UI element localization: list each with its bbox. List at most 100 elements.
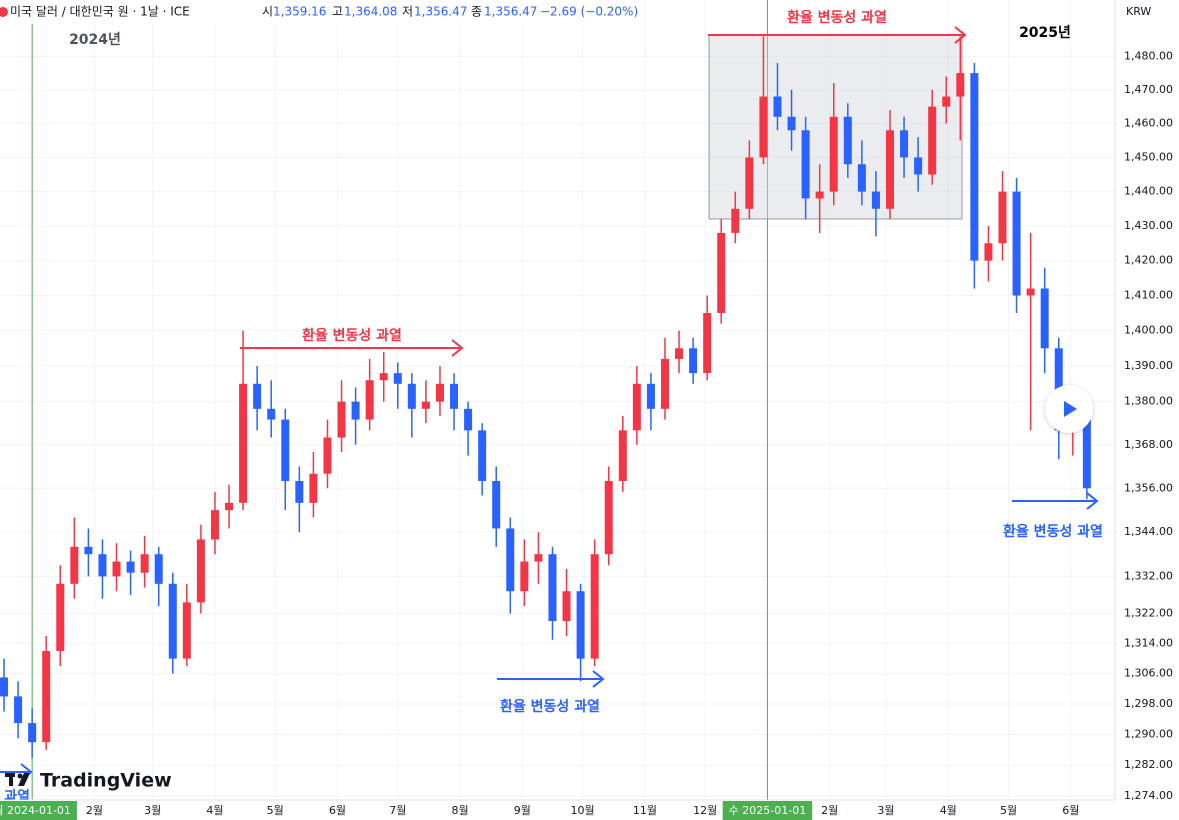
y-tick-label: 1,314.00 [1124, 637, 1173, 650]
candle-body [393, 373, 402, 384]
y-tick-label: 1,420.00 [1124, 254, 1173, 267]
candle-body [323, 437, 332, 474]
ohlc-label: 종 [471, 5, 482, 19]
candle-body [829, 116, 838, 192]
ohlc-value: 1,356.47 [484, 5, 537, 19]
candle-body [660, 358, 669, 409]
annotation: 환율 변동성 과열 [0, 788, 30, 805]
candle-body [407, 383, 416, 409]
candle-body [28, 723, 37, 743]
candle-body [154, 554, 163, 584]
candle-body [478, 430, 487, 481]
change: −2.69 (−0.20%) [540, 5, 638, 19]
candle-body [759, 96, 768, 158]
ohlc-value: 1,364.08 [344, 5, 397, 19]
candle-body [267, 408, 276, 420]
y-tick-label: 1,430.00 [1124, 219, 1173, 232]
y-tick-label: 1,390.00 [1124, 359, 1173, 372]
x-tick-label: 6월 [1062, 804, 1079, 817]
candle-body [1026, 288, 1035, 296]
x-tick-label: 3월 [144, 804, 161, 817]
candle-body [675, 348, 684, 359]
year-label: 2025년 [1019, 25, 1071, 41]
axes: 1,480.00 1,470.00 1,460.00 1,450.00 1,440.00… [0, 49, 1173, 820]
x-tick-highlight [722, 801, 813, 820]
candle-body [548, 554, 557, 622]
candle-body [703, 313, 712, 374]
y-tick-label: 1,368.00 [1124, 438, 1173, 451]
candle-body [225, 502, 234, 511]
candle-body [857, 164, 866, 192]
y-tick-label: 1,282.00 [1124, 758, 1173, 771]
candle-body [604, 480, 613, 555]
candle-body [562, 591, 571, 622]
time-axis [0, 800, 1115, 820]
x-tick-label: 5월 [267, 804, 284, 817]
y-tick-label: 1,356.00 [1124, 481, 1173, 494]
candle-body [421, 401, 430, 409]
y-tick-label: 1,450.00 [1124, 150, 1173, 163]
candle-body [464, 408, 473, 431]
candle-body [492, 480, 501, 529]
price-axis [1115, 0, 1179, 820]
candle-body [126, 561, 135, 573]
candle-body [168, 583, 177, 659]
candle-body [914, 157, 923, 175]
candle-body [787, 116, 796, 131]
y-tick-label: 1,298.00 [1124, 697, 1173, 710]
x-tick-label: 3월 [877, 804, 894, 817]
candle-body [365, 380, 374, 420]
candle-body [281, 419, 290, 481]
candle-body [1012, 191, 1021, 296]
symbol: 미국 달러 / 대한민국 원 · 1날 · ICE [10, 5, 190, 19]
candle-body [435, 383, 444, 402]
y-tick-label: 1,344.00 [1124, 525, 1173, 538]
x-tick-label: 11월 [633, 804, 657, 817]
candle-body [928, 106, 937, 175]
x-tick-highlight [0, 801, 77, 820]
candle-body [98, 554, 107, 577]
year-lines [31, 0, 768, 800]
candle-body [998, 191, 1007, 244]
y-tick-label: 1,290.00 [1124, 728, 1173, 741]
candle-body [871, 191, 880, 209]
candle-body [337, 401, 346, 438]
candle-body [379, 373, 388, 381]
play-button[interactable] [1045, 385, 1093, 433]
candle-body [140, 554, 149, 573]
candle-body [576, 591, 585, 659]
candle-body [885, 130, 894, 209]
candle-body [42, 651, 51, 743]
x-tick-label: 12월 [693, 804, 717, 817]
candle-body [196, 539, 205, 603]
x-tick-label: 9월 [514, 804, 531, 817]
candle-body [182, 602, 191, 659]
candle-body [534, 554, 543, 562]
annotation: 환율 변동성 과열 [500, 698, 600, 715]
candle-body [984, 243, 993, 261]
candle-body [970, 73, 979, 261]
y-tick-label: 1,274.00 [1124, 789, 1173, 802]
candle-body [717, 232, 726, 314]
header-bg [0, 0, 640, 24]
annotation: 환율 변동성 과열 [302, 327, 402, 344]
candle-body [112, 561, 121, 577]
y-tick-label: 1,460.00 [1124, 117, 1173, 130]
candle-body [239, 383, 248, 503]
candle-body [689, 348, 698, 374]
ohlc-label: 시 [262, 5, 273, 19]
candle-body [632, 383, 641, 431]
x-tick-label: 5월 [1000, 804, 1017, 817]
x-tick-label: 7월 [389, 804, 406, 817]
arrows [0, 26, 1099, 781]
year-label: 2024년 [69, 32, 121, 48]
candles [0, 36, 1091, 758]
candle-body [801, 130, 810, 199]
y-tick-label: 1,440.00 [1124, 185, 1173, 198]
x-tick-label: 6월 [329, 804, 346, 817]
ohlc-value: 1,356.47 [414, 5, 467, 19]
annotation: 환율 변동성 과열 [787, 9, 887, 26]
candle-body [351, 401, 360, 420]
candle-body [0, 677, 9, 697]
candle-body [900, 130, 909, 158]
